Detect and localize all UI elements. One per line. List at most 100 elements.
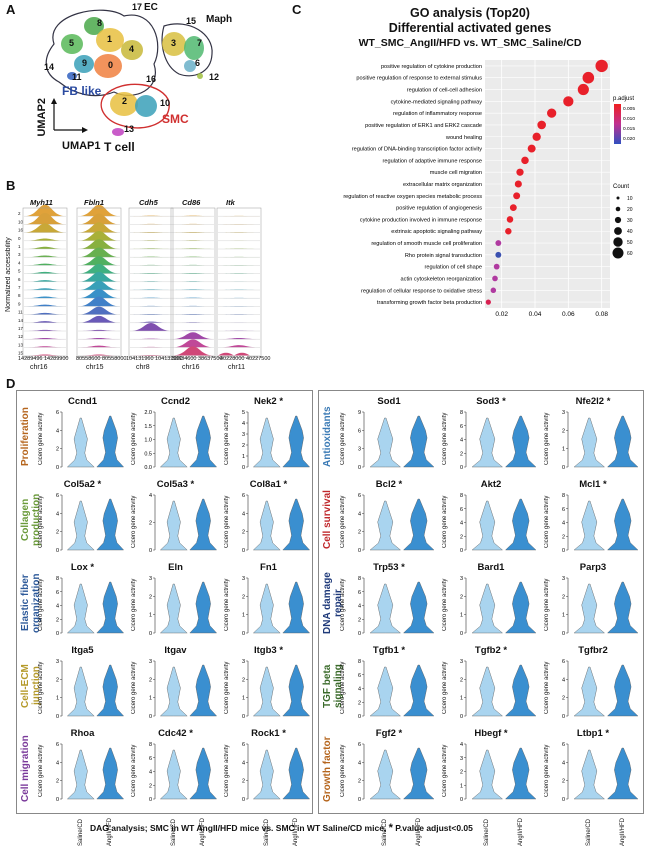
- gene-name: Itgb3 *: [222, 645, 315, 656]
- panel-b-ylabel: Normalized accessibility: [5, 200, 12, 350]
- track-row-label: 14: [18, 318, 24, 323]
- gene-itk: Itk: [226, 198, 235, 207]
- gene-name: Rock1 *: [222, 728, 315, 739]
- y-tick-label: 9: [358, 410, 361, 416]
- gene-name: Hbegf *: [440, 728, 542, 739]
- go-term-label: regulation of DNA-binding transcription …: [352, 147, 482, 153]
- track-row-label: 5: [18, 269, 21, 274]
- y-tick-label: 1: [242, 696, 245, 702]
- y-tick-label: 6: [242, 493, 245, 499]
- y-tick-label: 4: [460, 521, 463, 527]
- violin-angii: [97, 665, 124, 716]
- category-label: Antioxidants: [322, 402, 338, 472]
- violin-ylabel: Cicero gene activity: [340, 410, 346, 468]
- y-tick-label: 0: [242, 465, 245, 471]
- legend-padj-tick: 0.005: [623, 106, 635, 112]
- legend-count-title: Count: [613, 184, 629, 190]
- violin-angii: [404, 416, 434, 467]
- y-tick-label: 4: [242, 511, 245, 517]
- violin-ylabel: Cicero gene activity: [131, 493, 137, 551]
- y-tick-label: 0: [562, 631, 565, 637]
- go-title-2: Differential activated genes: [300, 21, 640, 36]
- gene-name: Trp53 *: [338, 562, 440, 573]
- violin-ylabel: Cicero gene activity: [340, 576, 346, 634]
- go-dot: [516, 169, 523, 176]
- y-tick-label: 6: [358, 742, 361, 748]
- violin-ylabel: Cicero gene activity: [131, 576, 137, 634]
- violin-ylabel: Cicero gene activity: [544, 659, 550, 717]
- go-dotplot: 0.020.040.060.08GeneRatiopositive regula…: [290, 56, 645, 318]
- cluster-label-10: 10: [160, 98, 170, 108]
- violin-angii: [97, 582, 124, 633]
- y-tick-label: 0: [149, 797, 152, 803]
- gene-fbln1: Fbln1: [84, 198, 104, 207]
- y-tick-label: 3: [149, 576, 152, 582]
- violin-ylabel: Cicero gene activity: [340, 493, 346, 551]
- go-term-label: extracellular matrix organization: [403, 182, 482, 188]
- category-label: Proliferation: [20, 402, 36, 472]
- track-row-label: 17: [18, 326, 24, 331]
- gene-name: Rhoa: [36, 728, 129, 739]
- gene-name: Itgav: [129, 645, 222, 656]
- y-tick-label: 2: [460, 534, 463, 540]
- y-tick-label: 2: [56, 530, 59, 536]
- category-label: TGF beta signaling: [322, 651, 338, 721]
- track-column-frame: [217, 208, 261, 358]
- accessibility-peak: [24, 223, 66, 232]
- y-tick-label: 3: [460, 756, 463, 762]
- y-tick-label: 0: [358, 465, 361, 471]
- go-dot: [563, 96, 573, 106]
- violin-x-label: Saline/CD: [484, 819, 490, 846]
- violin-saline: [370, 750, 400, 799]
- violin-ylabel: Cicero gene activity: [38, 659, 44, 717]
- accessibility-peak: [172, 332, 214, 339]
- track-row-label: 10: [18, 219, 24, 224]
- y-tick-label: 2: [460, 677, 463, 683]
- go-dot: [495, 252, 501, 258]
- x-tick-label: 0.06: [562, 311, 575, 318]
- accessibility-peak: [172, 339, 214, 347]
- y-tick-label: 0: [242, 631, 245, 637]
- y-tick-label: 1: [242, 613, 245, 619]
- violin-ylabel: Cicero gene activity: [38, 576, 44, 634]
- go-title-1: GO analysis (Top20): [300, 6, 640, 21]
- y-tick-label: 0: [56, 714, 59, 720]
- y-tick-label: 4: [56, 604, 59, 610]
- y-tick-label: 3: [242, 659, 245, 665]
- y-tick-label: 8: [562, 493, 565, 499]
- violin-saline: [253, 418, 280, 467]
- cluster-label-0: 0: [108, 60, 113, 70]
- violin-ylabel: Cicero gene activity: [442, 742, 448, 800]
- go-dot: [532, 133, 540, 141]
- y-tick-label: 0: [358, 714, 361, 720]
- legend-count-tick: 60: [627, 251, 633, 257]
- violin-saline: [574, 418, 604, 467]
- y-tick-label: 2: [562, 779, 565, 785]
- y-tick-label: 2: [56, 617, 59, 623]
- y-tick-label: 0: [242, 714, 245, 720]
- y-tick-label: 0: [358, 631, 361, 637]
- gene-name: Fgf2 *: [338, 728, 440, 739]
- violin-ylabel: Cicero gene activity: [224, 493, 230, 551]
- fb-like-label: FB like: [62, 84, 101, 98]
- legend-count-dot: [614, 227, 622, 235]
- violin-saline: [160, 501, 187, 550]
- violin-saline: [160, 584, 187, 633]
- y-tick-label: 8: [358, 576, 361, 582]
- y-tick-label: 0: [149, 714, 152, 720]
- violin-angii: [506, 416, 536, 467]
- accessibility-peak: [24, 280, 66, 282]
- violin-saline: [472, 501, 502, 550]
- gene-name: Sod3 *: [440, 396, 542, 407]
- y-tick-label: 4: [358, 687, 361, 693]
- y-tick-label: 2: [460, 594, 463, 600]
- go-title: GO analysis (Top20) Differential activat…: [300, 6, 640, 51]
- y-tick-label: 1.5: [144, 424, 152, 430]
- y-tick-label: 8: [460, 493, 463, 499]
